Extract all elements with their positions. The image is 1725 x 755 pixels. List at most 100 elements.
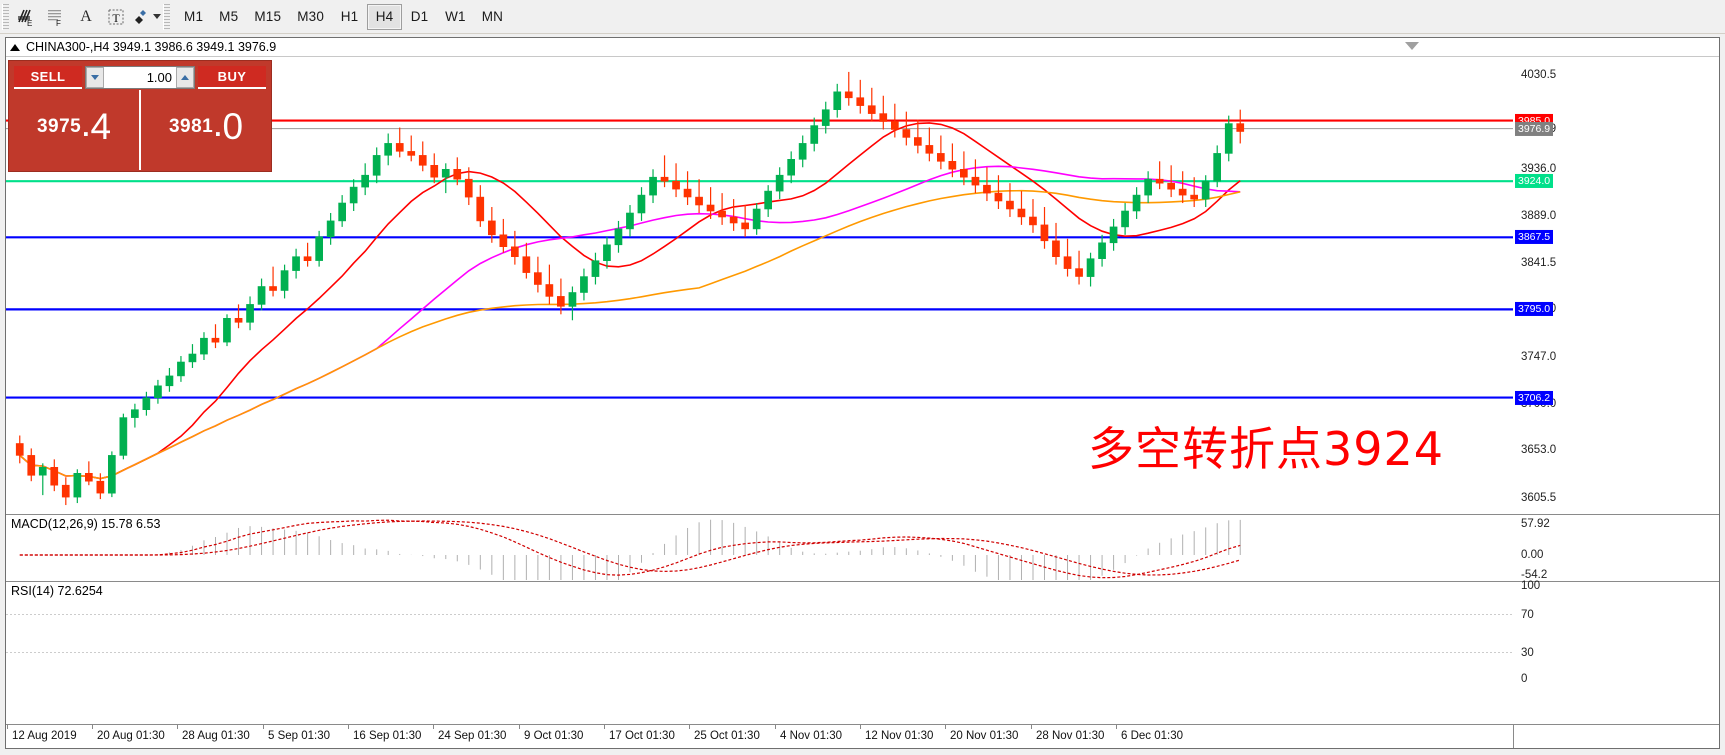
price-level-tag: 3924.0 — [1515, 174, 1554, 189]
price-level-tag: 3867.5 — [1515, 230, 1554, 245]
time-axis-label: 9 Oct 01:30 — [524, 730, 584, 742]
rsi-axis: 100 70 30 0 — [1513, 580, 1719, 685]
svg-text:E: E — [27, 19, 32, 28]
time-axis-label: 28 Aug 01:30 — [182, 730, 250, 742]
macd-svg — [19, 519, 1241, 580]
price-axis[interactable]: 4030.5 3976.9 3936.0 3889.0 3841.5 3795.0 3747… — [1513, 58, 1719, 513]
sell-price-decimal: 4 — [90, 106, 112, 148]
volume-decrease-button[interactable] — [86, 66, 104, 88]
time-axis-label: 20 Nov 01:30 — [950, 730, 1019, 742]
volume-stepper[interactable]: 1.00 — [85, 65, 195, 89]
svg-text:T: T — [112, 11, 120, 25]
timeframe-m5[interactable]: M5 — [219, 9, 239, 24]
buy-button[interactable]: BUY — [198, 65, 266, 89]
time-axis-tick — [604, 725, 605, 729]
volume-increase-button[interactable] — [176, 66, 194, 88]
sell-price-dot: . — [82, 111, 90, 142]
time-axis-tick — [7, 725, 8, 729]
text-object-icon[interactable]: T — [101, 3, 131, 31]
axis-corner — [1513, 724, 1719, 748]
macd-axis-label: -54.2 — [1521, 569, 1548, 581]
time-axis-label: 20 Aug 01:30 — [97, 730, 165, 742]
timeframe-group: M1 M5 M15 M30 H1 H4 D1 W1 MN — [176, 3, 511, 30]
price-axis-label: 3653.0 — [1521, 444, 1557, 457]
svg-text:F: F — [56, 19, 61, 28]
chart-window: CHINA300-,H4 3949.1 3986.6 3949.1 3976.9… — [5, 37, 1720, 749]
sell-price[interactable]: 3975 . 4 — [9, 90, 141, 170]
volume-value[interactable]: 1.00 — [104, 66, 176, 88]
timeframe-mn[interactable]: MN — [481, 9, 504, 24]
time-axis-tick — [1116, 725, 1117, 729]
buy-price-dot: . — [214, 111, 222, 142]
one-click-trading-panel: SELL 1.00 BUY 3975 . 4 3981 . 0 — [8, 60, 272, 172]
price-axis-label: 4030.5 — [1521, 69, 1557, 82]
time-axis-label: 25 Oct 01:30 — [694, 730, 760, 742]
price-chart-svg — [6, 71, 1514, 506]
buy-price-integer: 3981 — [168, 116, 214, 137]
time-axis-label: 17 Oct 01:30 — [609, 730, 675, 742]
rsi-axis-label: 70 — [1521, 608, 1534, 621]
time-axis-label: 28 Nov 01:30 — [1036, 730, 1105, 742]
time-axis-tick — [689, 725, 690, 729]
restore-triangle-icon[interactable] — [1405, 42, 1419, 50]
time-axis-label: 12 Nov 01:30 — [865, 730, 934, 742]
rsi-axis-label: 30 — [1521, 646, 1534, 659]
timeframe-h1[interactable]: H1 — [340, 9, 359, 24]
price-axis-label: 3936.0 — [1521, 163, 1557, 176]
chart-titlebar: CHINA300-,H4 3949.1 3986.6 3949.1 3976.9 — [6, 38, 1719, 57]
time-axis[interactable]: 12 Aug 2019 20 Aug 01:30 28 Aug 01:30 5 Sep… — [6, 724, 1719, 748]
timeframe-d1[interactable]: D1 — [410, 9, 429, 24]
time-axis-tick — [519, 725, 520, 729]
chevron-down-icon[interactable] — [152, 14, 161, 19]
rsi-label: RSI(14) 72.6254 — [11, 584, 103, 598]
time-axis-tick — [263, 725, 264, 729]
time-axis-tick — [945, 725, 946, 729]
macd-axis-label: 0.00 — [1521, 549, 1544, 561]
rsi-svg — [6, 582, 1514, 653]
time-axis-tick — [860, 725, 861, 729]
time-axis-label: 4 Nov 01:30 — [780, 730, 843, 742]
time-axis-label: 12 Aug 2019 — [12, 730, 77, 742]
buy-price[interactable]: 3981 . 0 — [141, 90, 271, 170]
collapse-triangle-icon[interactable] — [10, 43, 20, 51]
macd-axis-label: 57.92 — [1521, 518, 1550, 530]
price-level-tag: 3706.2 — [1515, 390, 1554, 405]
macd-axis: 57.92 0.00 -54.2 — [1513, 514, 1719, 581]
text-label-icon[interactable]: A — [80, 7, 92, 25]
price-axis-label: 3747.0 — [1521, 351, 1557, 364]
time-axis-tick — [92, 725, 93, 729]
buy-price-decimal: 0 — [222, 106, 244, 148]
chart-annotation-text: 多空转折点3924 — [1088, 422, 1445, 476]
objects-dropdown-icon[interactable] — [131, 3, 161, 31]
time-axis-label: 6 Dec 01:30 — [1121, 730, 1184, 742]
sell-button[interactable]: SELL — [14, 65, 82, 89]
timeframe-m30[interactable]: M30 — [297, 9, 325, 24]
time-axis-tick — [177, 725, 178, 729]
indicator-list-icon[interactable]: F — [41, 3, 71, 31]
chart-title: CHINA300-,H4 3949.1 3986.6 3949.1 3976.9 — [26, 40, 277, 54]
trade-panel-prices: 3975 . 4 3981 . 0 — [9, 90, 271, 170]
sell-price-integer: 3975 — [36, 116, 82, 137]
rsi-indicator-plot[interactable]: RSI(14) 72.6254 — [6, 581, 1514, 684]
macd-indicator-plot[interactable]: MACD(12,26,9) 15.78 6.53 — [6, 514, 1514, 580]
rsi-axis-label: 100 — [1521, 580, 1541, 592]
price-axis-label: 3889.0 — [1521, 209, 1557, 222]
price-level-tag: 3976.9 — [1515, 121, 1554, 136]
expert-advisor-icon[interactable]: E — [11, 3, 41, 31]
time-axis-tick — [1031, 725, 1032, 729]
main-toolbar: E F A T — [0, 0, 1725, 34]
time-axis-label: 5 Sep 01:30 — [268, 730, 331, 742]
timeframe-w1[interactable]: W1 — [445, 9, 466, 24]
timeframe-m15[interactable]: M15 — [254, 9, 282, 24]
price-axis-label: 3841.5 — [1521, 257, 1557, 270]
time-axis-label: 16 Sep 01:30 — [353, 730, 422, 742]
timeframe-h4[interactable]: H4 — [367, 3, 403, 30]
toolbar-grip[interactable] — [2, 3, 9, 30]
timeframe-toolbar-grip[interactable] — [163, 3, 170, 30]
trade-panel-controls: SELL 1.00 BUY — [9, 61, 271, 90]
price-axis-label: 3605.5 — [1521, 491, 1557, 504]
timeframe-m1[interactable]: M1 — [184, 9, 204, 24]
time-axis-tick — [348, 725, 349, 729]
price-level-tag: 3795.0 — [1515, 302, 1554, 317]
